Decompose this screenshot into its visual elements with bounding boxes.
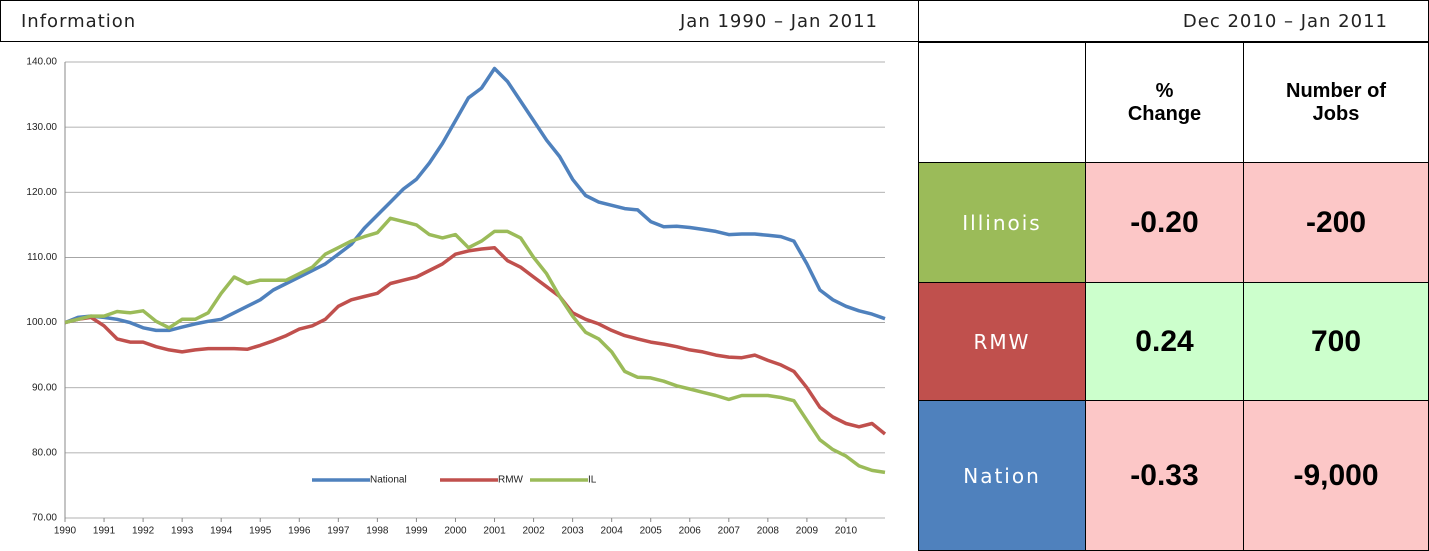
table-header: Dec 2010 – Jan 2011 [918,0,1429,42]
cell: -200 [1243,162,1429,283]
cell: -0.20 [1085,162,1244,283]
x-tick-label: 1999 [405,526,428,537]
row-label: Illinois [918,162,1086,283]
y-tick-label: 110.00 [27,252,57,263]
x-tick-label: 1990 [54,526,77,537]
column-header: Number of Jobs [1243,42,1429,163]
x-tick-label: 2002 [522,526,545,537]
header-period: Jan 1990 – Jan 2011 [680,11,878,32]
x-tick-label: 2003 [561,526,584,537]
y-tick-label: 120.00 [26,187,57,198]
y-tick-label: 130.00 [26,122,57,133]
chart: 70.00 80.00 90.00 100.00 110.00 120.00 130.00 1… [26,57,887,537]
x-tick-label: 2006 [679,526,702,537]
header-title: Information [21,11,137,32]
x-tick-label: 2005 [640,526,663,537]
x-tick-label: 2008 [757,526,780,537]
series-line [64,245,887,436]
x-tick-label: 1992 [132,526,155,537]
legend-label: RMW [498,475,524,486]
y-tick-label: 70.00 [32,513,57,524]
cell: 700 [1243,282,1429,401]
series-line [64,66,886,333]
cell: 0.24 [1085,282,1244,401]
table-period: Dec 2010 – Jan 2011 [1182,11,1388,32]
x-tick-label: 1997 [327,526,350,537]
corner-cell [918,42,1086,163]
x-tick-label: 1996 [288,526,311,537]
column-header: % Change [1085,42,1244,163]
x-tick-label: 2009 [796,526,819,537]
x-tick-label: 1998 [366,526,389,537]
chart-header: Information Jan 1990 – Jan 2011 [0,0,919,42]
series-line [64,216,886,475]
x-tick-label: 1991 [93,526,116,537]
cell: -0.33 [1085,400,1244,551]
y-tick-label: 100.00 [26,317,57,328]
x-tick-label: 2004 [601,526,624,537]
row-label: RMW [918,282,1086,401]
cell: -9,000 [1243,400,1429,551]
legend-label: IL [588,475,597,486]
column-text: Number of Jobs [1286,79,1386,125]
y-tick-label: 90.00 [32,382,57,393]
x-tick-label: 2007 [718,526,741,537]
y-tick-label: 140.00 [26,57,57,68]
x-tick-label: 1993 [171,526,194,537]
y-tick-label: 80.00 [32,447,57,458]
x-tick-label: 1995 [249,526,272,537]
table: % Change Number of Jobs Illinois -0.20 -… [918,42,1429,551]
legend-label: National [370,475,407,486]
x-tick-label: 1994 [210,526,233,537]
x-tick-label: 2000 [444,526,467,537]
row-label: Nation [918,400,1086,551]
x-tick-label: 2010 [835,526,858,537]
x-tick-label: 2001 [483,526,506,537]
column-text: % Change [1127,79,1202,125]
